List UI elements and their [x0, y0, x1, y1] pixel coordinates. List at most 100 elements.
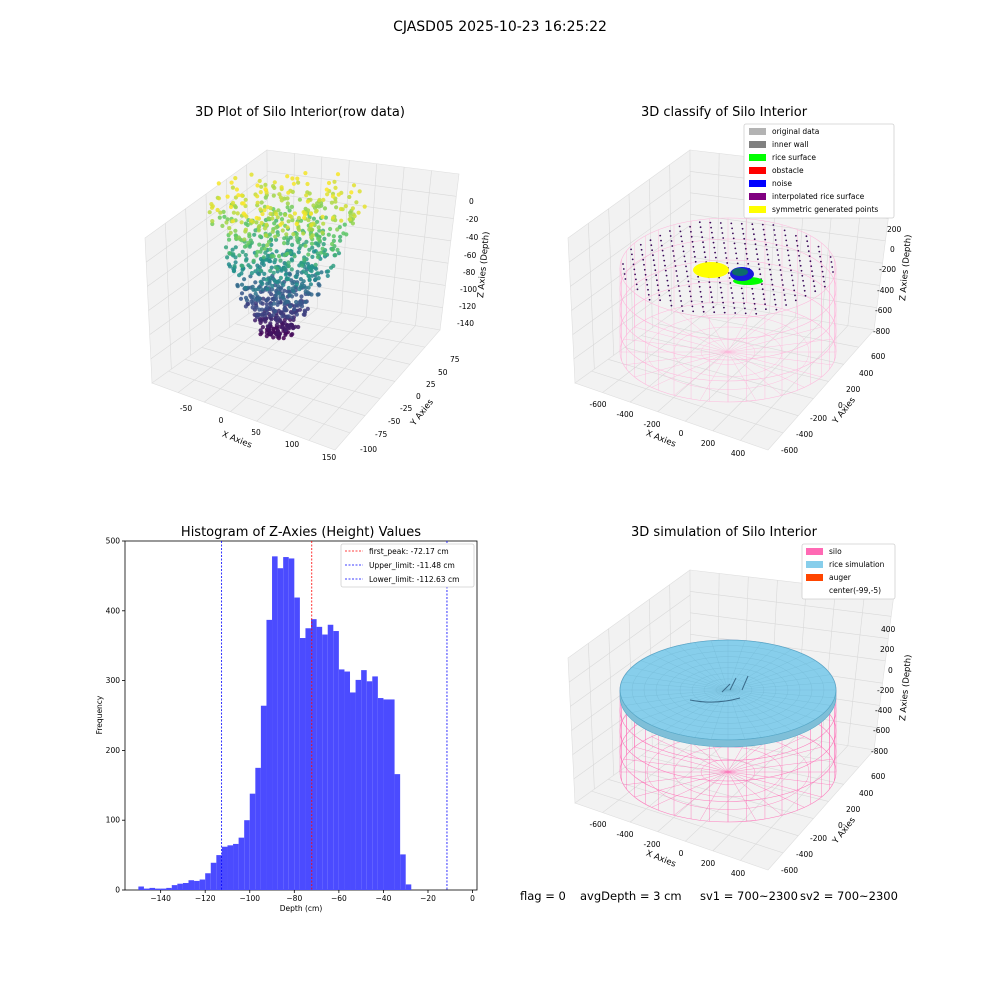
raw-z-tick: -80 — [463, 268, 475, 277]
interpolated-point — [780, 274, 783, 276]
rice-mesh-spoke — [631, 689, 729, 713]
interpolated-point — [770, 278, 773, 281]
interpolated-point — [774, 239, 777, 241]
interpolated-point — [789, 264, 792, 267]
interpolated-point — [723, 247, 726, 249]
raw-data-point — [233, 260, 238, 265]
histogram-bar — [194, 880, 200, 890]
raw-data-point — [301, 269, 306, 274]
raw-data-point — [233, 245, 238, 250]
raw-data-point — [326, 180, 332, 186]
raw-data-point — [243, 258, 249, 263]
raw-data-point — [270, 283, 275, 289]
raw-data-point — [317, 197, 322, 203]
raw-data-point — [309, 223, 314, 228]
legend-swatch — [749, 167, 766, 174]
panel-histogram: Histogram of Z-Axies (Height) Values −14… — [95, 525, 478, 913]
raw-data-point — [255, 263, 260, 268]
rice-mesh-spoke — [694, 689, 729, 738]
raw-data-point — [258, 234, 263, 239]
raw-data-point — [330, 247, 335, 252]
raw-data-point — [297, 287, 302, 292]
raw-data-point — [268, 331, 274, 336]
raw-data-point — [326, 269, 331, 274]
gridline — [685, 316, 796, 422]
interpolated-point — [744, 312, 747, 315]
interpolated-point — [724, 252, 727, 254]
raw-x-tick: 100 — [285, 440, 300, 449]
histogram-y-ticks: 0 100 200 300 400 500 — [106, 537, 125, 895]
interpolated-point — [692, 310, 695, 313]
classify-z-tick-labels: 200 0 -200 -400 -600 -800 — [873, 225, 902, 336]
raw-data-point — [285, 225, 290, 230]
rice-mesh-spoke — [727, 689, 762, 738]
raw-data-point — [263, 250, 268, 255]
interpolated-point — [663, 259, 666, 262]
sim-y-tick: 200 — [846, 805, 861, 814]
legend-label: Lower_limit: -112.63 cm — [369, 575, 459, 584]
gridline — [168, 370, 351, 434]
raw-data-point — [313, 209, 318, 214]
interpolated-point — [684, 260, 687, 263]
interpolated-point — [719, 222, 722, 224]
raw-y-tick: 0 — [416, 392, 421, 401]
interpolated-point — [723, 242, 725, 244]
raw-data-point — [296, 215, 302, 221]
classify-x-axis-label: X Axies — [644, 429, 677, 450]
interpolated-point — [766, 253, 769, 256]
raw-data-point — [275, 215, 280, 220]
avg-depth-text: avgDepth = 3 cm — [580, 889, 682, 903]
histogram-bar — [283, 557, 289, 890]
interpolated-point — [669, 235, 672, 237]
raw-data-point — [307, 274, 312, 279]
interpolated-point — [723, 306, 725, 309]
raw-data-point — [252, 232, 257, 237]
raw-data-point — [236, 235, 241, 240]
raw-data-point — [274, 323, 279, 328]
legend-entry: auger — [806, 573, 852, 582]
interpolated-point — [755, 248, 758, 251]
sim-x-tick-labels: -600 -400 -200 0 200 400 — [589, 820, 745, 878]
interpolated-point — [720, 291, 723, 294]
gridline — [690, 278, 877, 309]
interpolated-point — [700, 231, 703, 234]
interpolated-point — [776, 249, 779, 251]
interpolated-point — [656, 284, 659, 287]
interpolated-point — [769, 273, 772, 276]
raw-y-axis-label: Y Axies — [408, 397, 436, 429]
raw-data-point — [274, 225, 279, 230]
interpolated-point — [778, 264, 781, 266]
gridline — [685, 736, 796, 842]
raw-data-point — [243, 227, 248, 232]
raw-data-point — [262, 226, 268, 231]
interpolated-point — [757, 258, 759, 261]
interpolated-point — [783, 294, 786, 296]
rice-mesh-spoke — [727, 682, 835, 691]
raw-data-point — [256, 228, 261, 233]
sim-z-axis-label: Z Axies (Depth) — [898, 654, 914, 721]
rice-mesh-spoke — [727, 689, 746, 740]
interpolated-point — [647, 293, 650, 296]
raw-data-point — [302, 308, 307, 313]
raw-data-point — [333, 185, 338, 190]
interpolated-point — [659, 234, 662, 237]
raw-data-point — [241, 201, 246, 206]
raw-data-point — [335, 247, 340, 252]
raw-z-tick: -60 — [464, 251, 476, 260]
y-tick-label: 200 — [106, 746, 121, 755]
interpolated-point — [810, 265, 813, 268]
raw-data-point — [250, 294, 255, 299]
legend-swatch — [749, 154, 766, 161]
classify-x-tick: 400 — [731, 449, 746, 458]
raw-data-point — [322, 206, 328, 211]
raw-data-point — [288, 322, 293, 327]
interpolated-point — [708, 281, 711, 284]
sim-y-tick: 600 — [871, 772, 886, 781]
interpolated-point — [624, 278, 627, 280]
raw-data-point — [217, 215, 222, 220]
interpolated-point — [692, 245, 695, 248]
interpolated-point — [687, 280, 690, 283]
raw-data-point — [250, 305, 255, 310]
raw-data-point — [306, 285, 311, 290]
interpolated-point — [730, 222, 733, 225]
